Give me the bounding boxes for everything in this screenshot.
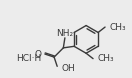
Text: NH₂: NH₂ — [56, 29, 73, 39]
Text: CH₃: CH₃ — [110, 23, 126, 32]
Text: O: O — [35, 50, 42, 58]
Text: CH₃: CH₃ — [98, 54, 114, 63]
Text: HCl·H: HCl·H — [16, 54, 42, 63]
Text: OH: OH — [61, 64, 75, 73]
